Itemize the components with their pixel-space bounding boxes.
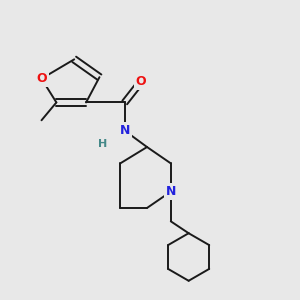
Text: O: O [136,75,146,88]
Text: H: H [98,139,107,149]
Text: N: N [166,185,176,198]
Text: N: N [119,124,130,137]
Text: O: O [36,72,47,85]
